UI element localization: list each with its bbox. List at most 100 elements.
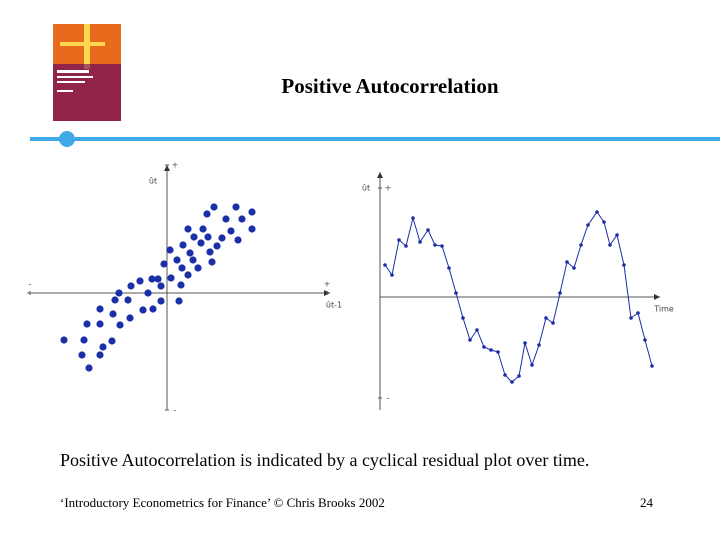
point [157, 282, 165, 290]
point [175, 297, 183, 305]
point [166, 246, 174, 254]
point [551, 321, 555, 325]
point [404, 244, 408, 248]
point [232, 203, 240, 211]
point [650, 364, 654, 368]
point [537, 343, 541, 347]
point [126, 314, 134, 322]
point [177, 281, 185, 289]
point [475, 328, 479, 332]
point [80, 336, 88, 344]
footer: ‘Introductory Econometrics for Finance’ … [60, 495, 385, 510]
point [565, 260, 569, 264]
point [222, 215, 230, 223]
point [124, 296, 132, 304]
y-axis-label: ût [362, 184, 370, 193]
point [595, 210, 599, 214]
y-tick-label: - [174, 406, 177, 415]
point [411, 216, 415, 220]
point [167, 274, 175, 282]
page-number: 24 [640, 495, 653, 510]
point [234, 236, 242, 244]
book-cover [53, 24, 121, 121]
point [530, 363, 534, 367]
point [115, 289, 123, 297]
point [144, 289, 152, 297]
point [383, 263, 387, 267]
point [204, 233, 212, 241]
point [433, 243, 437, 247]
point [184, 225, 192, 233]
point [96, 305, 104, 313]
point [116, 321, 124, 329]
point [99, 343, 107, 351]
point [643, 338, 647, 342]
point [154, 275, 162, 283]
point [579, 243, 583, 247]
point [127, 282, 135, 290]
point [482, 345, 486, 349]
point [111, 296, 119, 304]
point [454, 291, 458, 295]
point [210, 203, 218, 211]
point [194, 264, 202, 272]
point [517, 374, 521, 378]
point [160, 260, 168, 268]
point [197, 239, 205, 247]
point [489, 348, 493, 352]
y-axis-label: ût [149, 177, 157, 186]
point [189, 256, 197, 264]
point [629, 316, 633, 320]
point [558, 291, 562, 295]
point [78, 351, 86, 359]
point [108, 337, 116, 345]
point [157, 297, 165, 305]
point [227, 227, 235, 235]
point [440, 244, 444, 248]
point [496, 350, 500, 354]
point [178, 264, 186, 272]
point [608, 243, 612, 247]
y-tick-label: - [387, 394, 390, 403]
point [510, 380, 514, 384]
point [85, 364, 93, 372]
point [636, 311, 640, 315]
point [503, 373, 507, 377]
x-tick-label: + [324, 280, 331, 289]
point [206, 248, 214, 256]
point [426, 228, 430, 232]
point [109, 310, 117, 318]
y-tick-label: + [385, 184, 392, 193]
point [418, 240, 422, 244]
point [447, 266, 451, 270]
point [190, 233, 198, 241]
point [184, 271, 192, 279]
point [248, 208, 256, 216]
point [208, 258, 216, 266]
point [83, 320, 91, 328]
point [96, 351, 104, 359]
caption: Positive Autocorrelation is indicated by… [60, 450, 590, 470]
y-axis-arrow [164, 165, 170, 171]
slide-title: Positive Autocorrelation [281, 74, 499, 98]
point [179, 241, 187, 249]
point [186, 249, 194, 257]
point [199, 225, 207, 233]
header-rule [30, 131, 720, 147]
point [238, 215, 246, 223]
point [390, 273, 394, 277]
point [149, 305, 157, 313]
point [397, 238, 401, 242]
x-axis-label: Time [653, 305, 674, 314]
point [96, 320, 104, 328]
x-axis-arrow [654, 294, 660, 300]
y-tick-label: + [172, 161, 179, 170]
point [248, 225, 256, 233]
point [60, 336, 68, 344]
point [136, 277, 144, 285]
point [461, 316, 465, 320]
point [468, 338, 472, 342]
point [586, 223, 590, 227]
point [523, 341, 527, 345]
